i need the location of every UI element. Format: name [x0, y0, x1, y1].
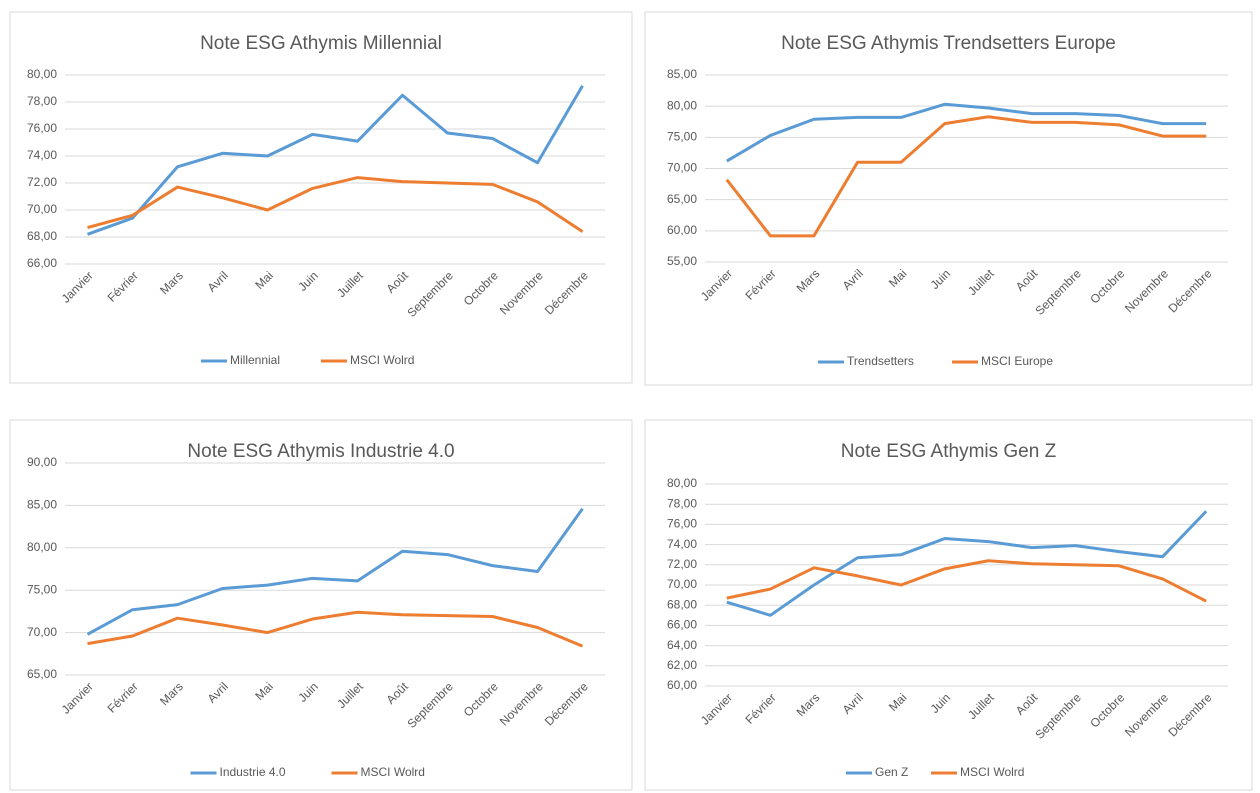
- y-tick-label: 60,00: [667, 223, 697, 237]
- y-tick-label: 70,00: [667, 577, 697, 591]
- legend-label: Industrie 4.0: [220, 765, 286, 779]
- legend-label: MSCI Wolrd: [960, 765, 1024, 779]
- y-tick-label: 85,00: [667, 67, 697, 81]
- y-tick-label: 66,00: [667, 618, 697, 632]
- y-tick-label: 85,00: [27, 498, 57, 512]
- series-line: [86, 507, 584, 636]
- y-tick-label: 72,00: [27, 175, 57, 189]
- y-tick-label: 70,00: [27, 625, 57, 639]
- panel-border: [644, 11, 1253, 386]
- y-tick-label: 66,00: [27, 256, 57, 270]
- panel-border: [9, 419, 633, 791]
- legend-label: Gen Z: [875, 765, 908, 779]
- series-line: [87, 610, 584, 648]
- y-tick-label: 90,00: [27, 455, 57, 469]
- chart-panel: Note ESG Athymis Millennial 66,00 68,00 70,…: [9, 11, 633, 384]
- series-line: [725, 115, 1207, 238]
- y-tick-label: 72,00: [667, 557, 697, 571]
- y-tick-label: 60,00: [667, 678, 697, 692]
- y-tick-label: 80,00: [667, 476, 697, 490]
- y-tick-label: 80,00: [27, 540, 57, 554]
- chart-title: Note ESG Athymis Industrie 4.0: [187, 441, 454, 462]
- legend-label: Trendsetters: [847, 354, 914, 368]
- y-tick-label: 74,00: [667, 537, 697, 551]
- legend-label: MSCI Wolrd: [350, 353, 414, 367]
- chart-panel: Note ESG Athymis Trendsetters Europe 55,0…: [644, 11, 1253, 386]
- series-line: [86, 85, 584, 236]
- panel-border: [9, 11, 633, 384]
- y-tick-label: 80,00: [27, 67, 57, 81]
- chart-title: Note ESG Athymis Gen Z: [841, 441, 1057, 462]
- y-tick-label: 80,00: [667, 98, 697, 112]
- y-tick-label: 70,00: [667, 161, 697, 175]
- y-tick-label: 68,00: [667, 597, 697, 611]
- y-tick-label: 62,00: [667, 658, 697, 672]
- legend-label: MSCI Wolrd: [361, 765, 425, 779]
- legend-label: Millennial: [230, 353, 280, 367]
- y-tick-label: 76,00: [667, 517, 697, 531]
- chart-title: Note ESG Athymis Trendsetters Europe: [781, 33, 1116, 54]
- y-tick-label: 65,00: [27, 667, 57, 681]
- y-tick-label: 75,00: [667, 130, 697, 144]
- y-tick-label: 68,00: [27, 229, 57, 243]
- chart-panel: Note ESG Athymis Gen Z 60,00 62,00 64,00 66,…: [644, 419, 1253, 791]
- chart-title: Note ESG Athymis Millennial: [200, 33, 442, 54]
- series-line: [726, 102, 1207, 163]
- series-line: [726, 559, 1207, 603]
- y-tick-label: 55,00: [667, 254, 697, 268]
- legend-label: MSCI Europe: [981, 354, 1053, 368]
- y-tick-label: 64,00: [667, 638, 697, 652]
- series-line: [726, 510, 1208, 617]
- series-line: [87, 176, 584, 233]
- y-tick-label: 74,00: [27, 148, 57, 162]
- y-tick-label: 70,00: [27, 202, 57, 216]
- y-tick-label: 78,00: [27, 94, 57, 108]
- y-tick-label: 65,00: [667, 192, 697, 206]
- y-tick-label: 76,00: [27, 121, 57, 135]
- y-tick-label: 78,00: [667, 496, 697, 510]
- chart-panel: Note ESG Athymis Industrie 4.0 65,00 70,00…: [9, 419, 633, 791]
- y-tick-label: 75,00: [27, 582, 57, 596]
